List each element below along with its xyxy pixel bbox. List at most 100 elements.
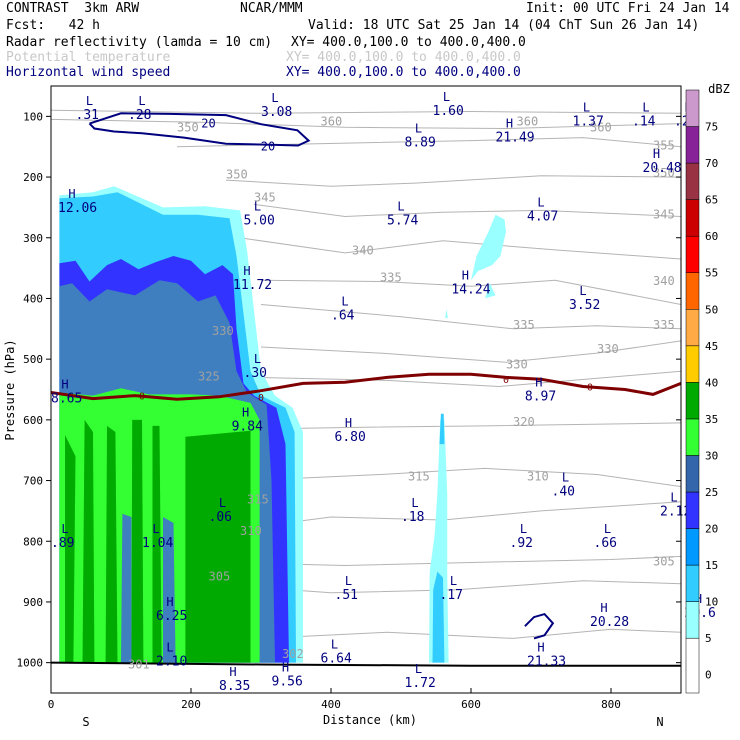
theta-label: 305 (209, 570, 231, 584)
colorbar-swatch (685, 199, 700, 237)
colorbar-swatch (685, 637, 700, 694)
theta-line (51, 109, 681, 114)
wind-contour-label: 20 (261, 140, 275, 154)
wind-extremum-type: H (600, 601, 607, 615)
freezing-level-line (51, 372, 681, 401)
wind-extremum-type: L (152, 522, 159, 536)
wind-contour-label: 20 (201, 117, 215, 131)
wind-extremum-type: L (254, 199, 261, 213)
y-tick-label: 1000 (17, 657, 44, 670)
wind-extremum-type: H (61, 378, 68, 392)
colorbar-label: 30 (705, 449, 718, 462)
wind-extremum-type: L (520, 522, 527, 536)
wind-extremum-type: H (535, 375, 542, 389)
reflectivity-region (105, 425, 118, 663)
wind-extremum-type: L (219, 496, 226, 510)
theta-label: 345 (254, 190, 276, 204)
wind-extremum-type: H (345, 416, 352, 430)
wind-extremum-type: H (462, 268, 469, 282)
wind-extremum-type: L (341, 295, 348, 309)
wind-extremum-value: .18 (401, 510, 424, 525)
reflectivity-region (471, 214, 506, 281)
wind-extremum-type: L (86, 94, 93, 108)
x-axis-title: Distance (km) (323, 713, 417, 727)
theta-label: 335 (653, 318, 675, 332)
x-end-label-north: N (656, 715, 663, 729)
wind-extremum-value: .66 (594, 536, 617, 551)
colorbar-swatch (685, 89, 700, 127)
wind-extremum-type: L (443, 90, 450, 104)
wind-extremum-value: .28 (128, 108, 151, 123)
reflectivity-region (152, 425, 162, 663)
colorbar-label: 15 (705, 559, 718, 572)
x-tick-label: 800 (601, 698, 621, 711)
colorbar-swatch (685, 564, 700, 602)
theta-line (225, 555, 681, 567)
y-tick-label: 100 (23, 110, 43, 123)
wind-extremum-type: L (604, 522, 611, 536)
wind-extremum-value: .17 (440, 588, 463, 603)
reflectivity-region (131, 419, 144, 663)
theta-label: 310 (527, 470, 549, 484)
colorbar-label: 45 (705, 340, 718, 353)
experiment-title: CONTRAST 3km ARW (6, 1, 140, 16)
theta-label: 305 (653, 555, 675, 569)
theta-label: 320 (513, 415, 535, 429)
wind-contour (88, 112, 311, 147)
wind-extremum-type: H (243, 264, 250, 278)
wind-extremum-type: L (415, 122, 422, 136)
theta-line (253, 203, 681, 218)
reflectivity-region (432, 571, 445, 663)
colorbar: 0 5 10 15 20 25 30 35 40 45 50 55 60 65 70 75 (685, 89, 718, 694)
wind-extremum-value: .92 (510, 536, 533, 551)
colorbar-swatch (685, 528, 700, 566)
theta-label: 315 (247, 493, 269, 507)
theta-line (246, 467, 681, 488)
colorbar-label: 20 (705, 523, 718, 536)
wind-extremum-type: L (450, 574, 457, 588)
wind-extremum-type: H (68, 187, 75, 201)
wind-extremum-type: L (138, 94, 145, 108)
colorbar-label: 65 (705, 194, 718, 207)
wind-extremum-value: 14.24 (451, 282, 490, 297)
freezing-level-label: 0 (503, 375, 509, 386)
theta-label: 360 (590, 121, 612, 135)
wind-extremum-value: 6.64 (321, 652, 352, 667)
theta-label: 360 (321, 114, 343, 128)
y-tick-label: 500 (23, 353, 43, 366)
reflectivity-region (185, 430, 251, 663)
colorbar-swatch (685, 418, 700, 456)
field-label-reflectivity: Radar reflectivity (lamda = 10 cm) (6, 35, 273, 50)
wind-extremum-value: 6.80 (335, 430, 366, 445)
reflectivity-region (82, 419, 95, 663)
theta-label: 330 (597, 342, 619, 356)
colorbar-unit: dBZ (708, 82, 730, 96)
wind-extremum-value: .89 (51, 536, 74, 551)
theta-label: 330 (506, 357, 528, 371)
wind-extremum-type: L (331, 638, 338, 652)
theta-line (260, 340, 681, 363)
wind-extremum-value: 12.06 (58, 201, 97, 216)
wind-extremum-type: L (411, 496, 418, 510)
colorbar-swatch (685, 309, 700, 347)
wind-extremum-value: 1.37 (573, 114, 604, 129)
wind-extremum-value: .06 (209, 510, 232, 525)
y-tick-label: 700 (23, 475, 43, 488)
wind-extremum-type: L (397, 199, 404, 213)
colorbar-label: 75 (705, 121, 718, 134)
wind-extremum-type: L (254, 352, 261, 366)
wind-extremum-type: L (562, 471, 569, 485)
colorbar-swatch (685, 235, 700, 273)
freezing-level-label: 0 (587, 382, 593, 393)
theta-label: 325 (198, 369, 220, 383)
field-label-wind: Horizontal wind speed (6, 65, 171, 80)
colorbar-label: 40 (705, 376, 718, 389)
reflectivity-region (445, 309, 448, 318)
freezing-level-label: 0 (258, 393, 264, 404)
y-axis-title: Pressure (hPa) (3, 339, 17, 440)
forecast-hour: Fcst: 42 h (6, 18, 100, 33)
wind-extremum-value: 2.10 (156, 655, 187, 670)
theta-label: 335 (513, 318, 535, 332)
